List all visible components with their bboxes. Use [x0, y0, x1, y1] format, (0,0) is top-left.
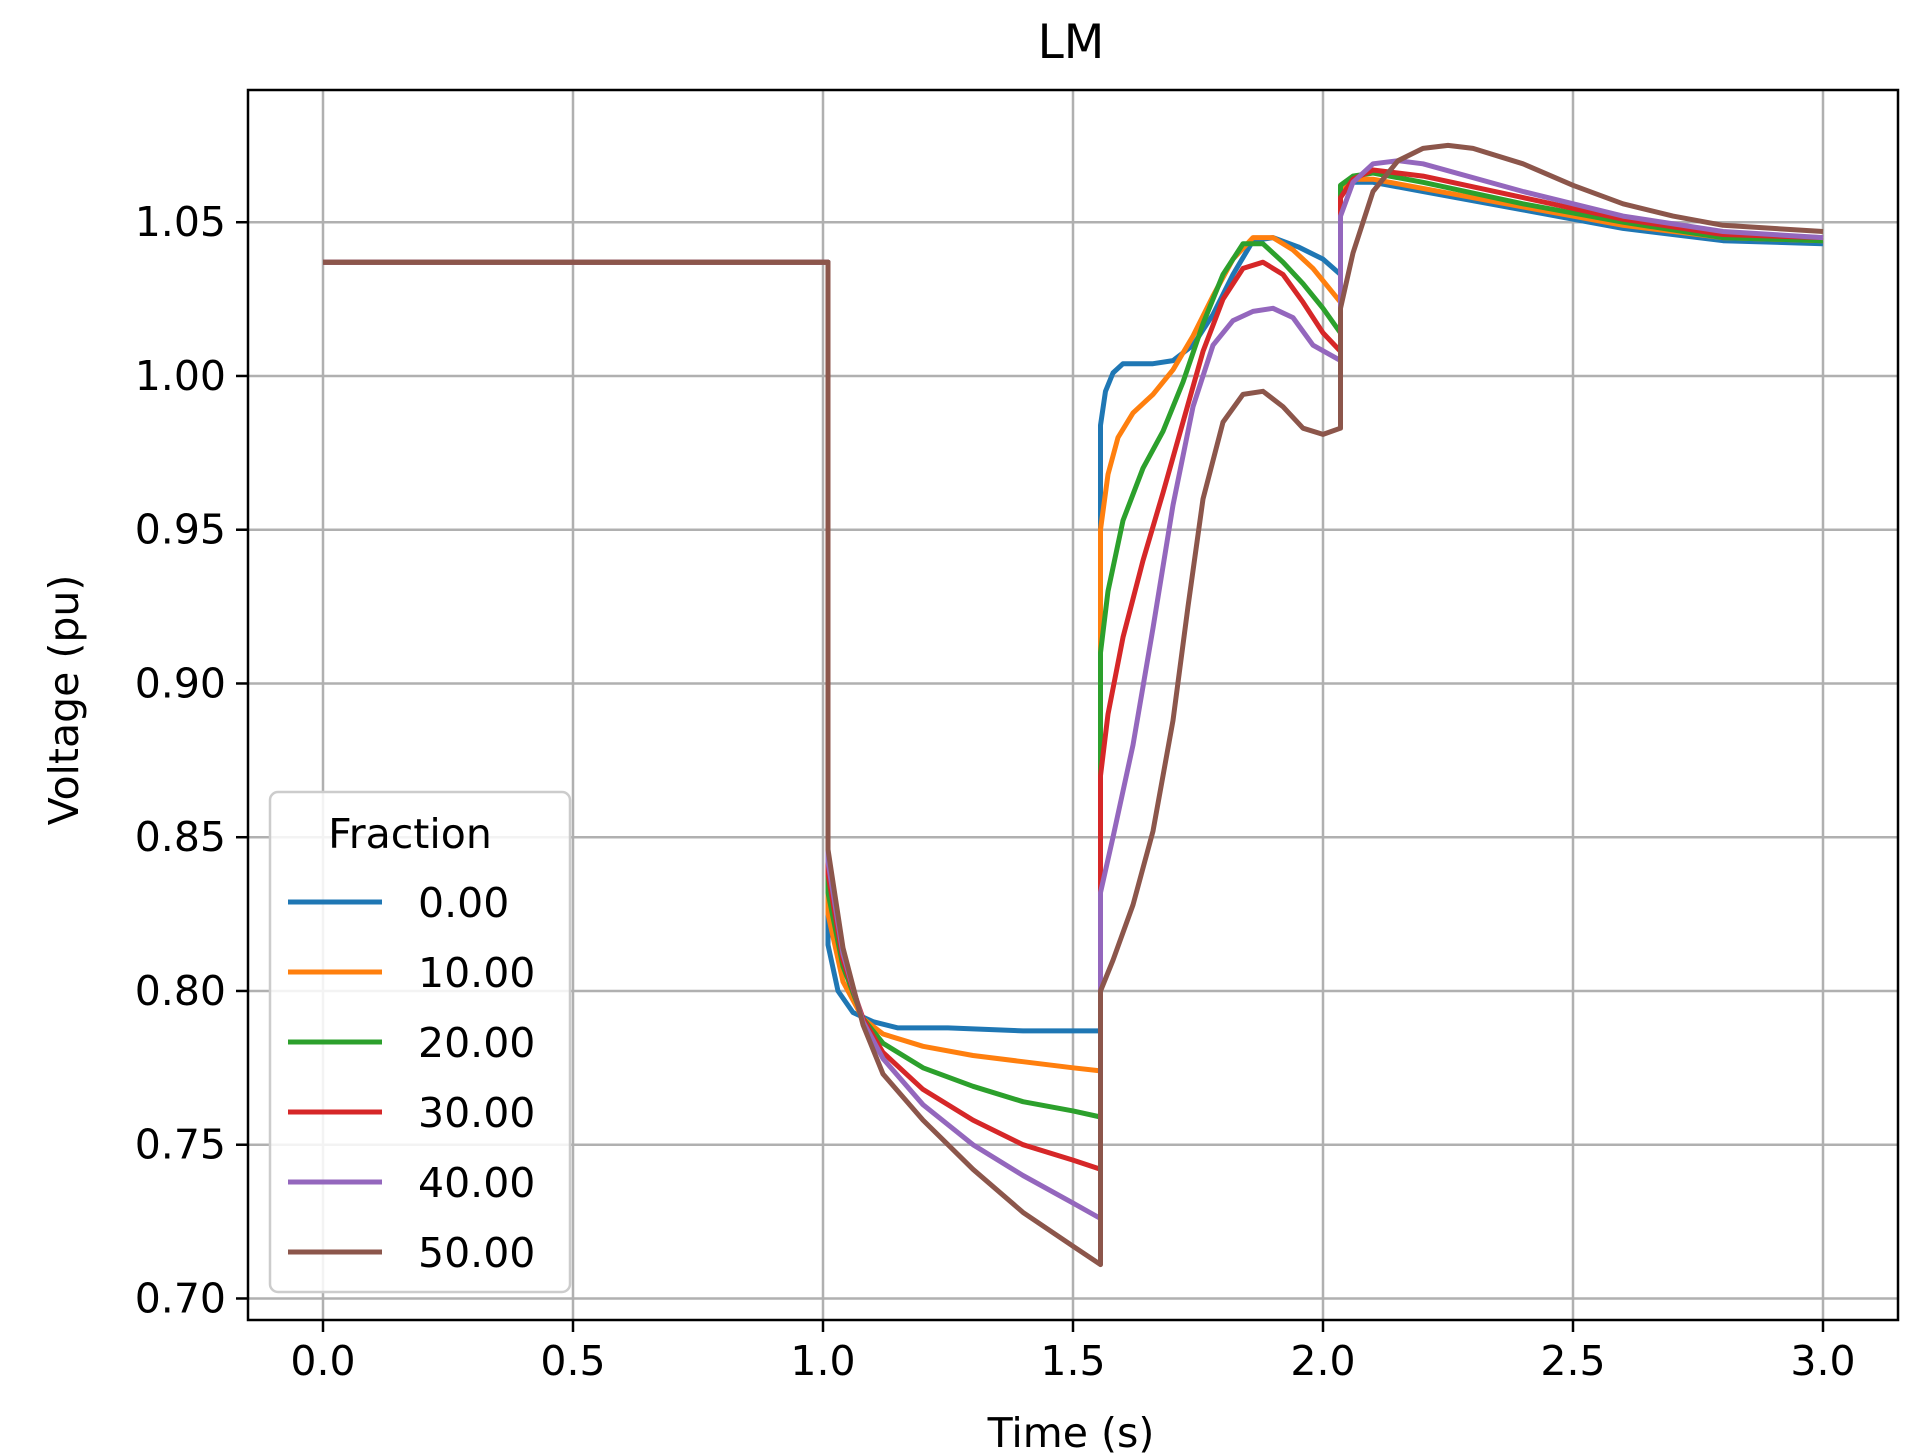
legend-label: 30.00 [418, 1089, 535, 1137]
series-line-10.00 [323, 176, 1824, 1074]
legend-title: Fraction [328, 810, 492, 858]
x-tick-label: 0.5 [540, 1337, 605, 1385]
series-line-40.00 [323, 158, 1824, 1221]
legend: Fraction 0.00 10.00 20.00 30.00 40.00 50.00 [268, 790, 572, 1294]
legend-label: 10.00 [418, 949, 535, 997]
x-tick-label: 2.5 [1540, 1337, 1605, 1385]
axis-ticks: 0.0 0.5 1.0 1.5 2.0 2.5 3.0 0.70 0.75 0.80 0.85 0.9… [135, 198, 1856, 1385]
legend-box [268, 790, 572, 1294]
x-tick-label: 0.0 [290, 1337, 355, 1385]
x-tick-label: 1.0 [790, 1337, 855, 1385]
y-tick-label: 0.80 [135, 967, 226, 1015]
y-tick-label: 0.85 [135, 813, 226, 861]
legend-label: 20.00 [418, 1019, 535, 1067]
legend-label: 40.00 [418, 1159, 535, 1207]
x-axis-label: Time (s) [987, 1409, 1155, 1455]
y-tick-label: 0.90 [135, 659, 226, 707]
chart-title: LM [1038, 15, 1105, 70]
legend-label: 50.00 [418, 1229, 535, 1277]
y-axis-label: Voltage (pu) [40, 575, 88, 826]
legend-label: 0.00 [418, 879, 509, 927]
x-tick-label: 2.0 [1290, 1337, 1355, 1385]
series-line-50.00 [323, 142, 1824, 1268]
y-tick-label: 1.00 [135, 352, 226, 400]
y-tick-label: 0.75 [135, 1121, 226, 1169]
y-tick-label: 0.95 [135, 506, 226, 554]
series-line-0.00 [323, 179, 1824, 1034]
x-tick-label: 3.0 [1790, 1337, 1855, 1385]
x-tick-label: 1.5 [1040, 1337, 1105, 1385]
y-tick-label: 1.05 [135, 198, 226, 246]
series-lines [323, 142, 1824, 1268]
y-tick-label: 0.70 [135, 1274, 226, 1322]
